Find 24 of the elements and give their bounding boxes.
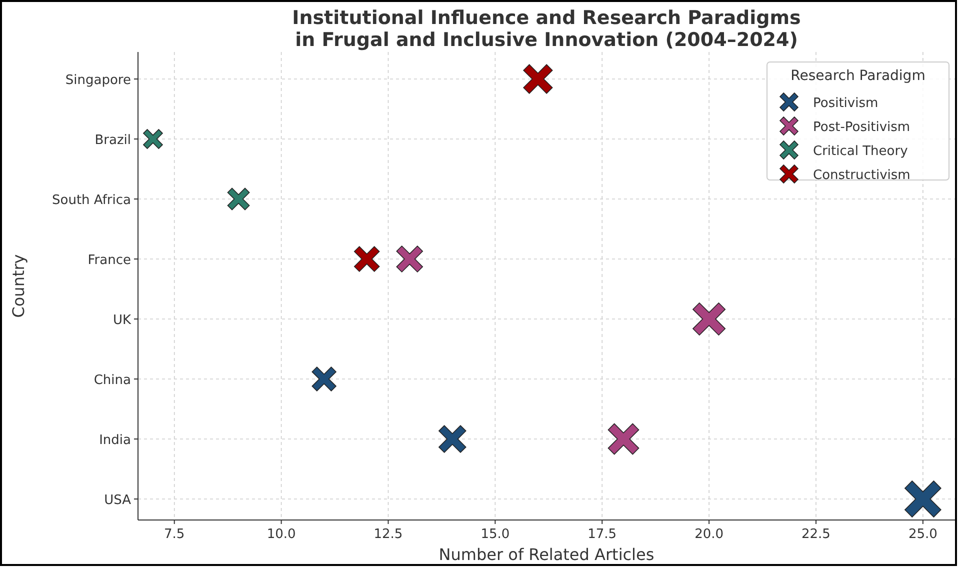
y-tick-label: India bbox=[99, 433, 131, 448]
x-axis-title: Number of Related Articles bbox=[438, 545, 654, 564]
y-tick-label: Singapore bbox=[65, 73, 131, 88]
y-axis-title: Country bbox=[9, 254, 28, 318]
chart-title: Institutional Influence and Research Paradigms in Frugal and Inclusive Innovation (2004–2024) bbox=[292, 7, 801, 51]
x-tick-label: 17.5 bbox=[588, 527, 617, 542]
legend-title: Research Paradigm bbox=[790, 68, 926, 84]
x-tick-label: 22.5 bbox=[802, 527, 830, 542]
legend-label: Positivism bbox=[813, 96, 878, 111]
x-tick-label: 10.0 bbox=[266, 527, 296, 542]
y-tick-label: UK bbox=[112, 313, 132, 328]
y-tick-label: China bbox=[94, 373, 131, 388]
legend-label: Post-Positivism bbox=[813, 120, 910, 135]
y-tick-label: USA bbox=[104, 493, 132, 508]
x-tick-label: 7.5 bbox=[164, 527, 185, 542]
x-tick-label: 12.5 bbox=[374, 527, 403, 542]
y-tick-label: South Africa bbox=[52, 193, 131, 208]
y-tick-label: France bbox=[88, 253, 131, 268]
legend-label: Constructivism bbox=[813, 168, 910, 183]
x-tick-label: 25.0 bbox=[908, 527, 938, 542]
legend-label: Critical Theory bbox=[813, 144, 908, 159]
x-tick-label: 20.0 bbox=[694, 527, 724, 542]
y-tick-label: Brazil bbox=[94, 133, 131, 148]
x-tick-label: 15.0 bbox=[480, 527, 510, 542]
